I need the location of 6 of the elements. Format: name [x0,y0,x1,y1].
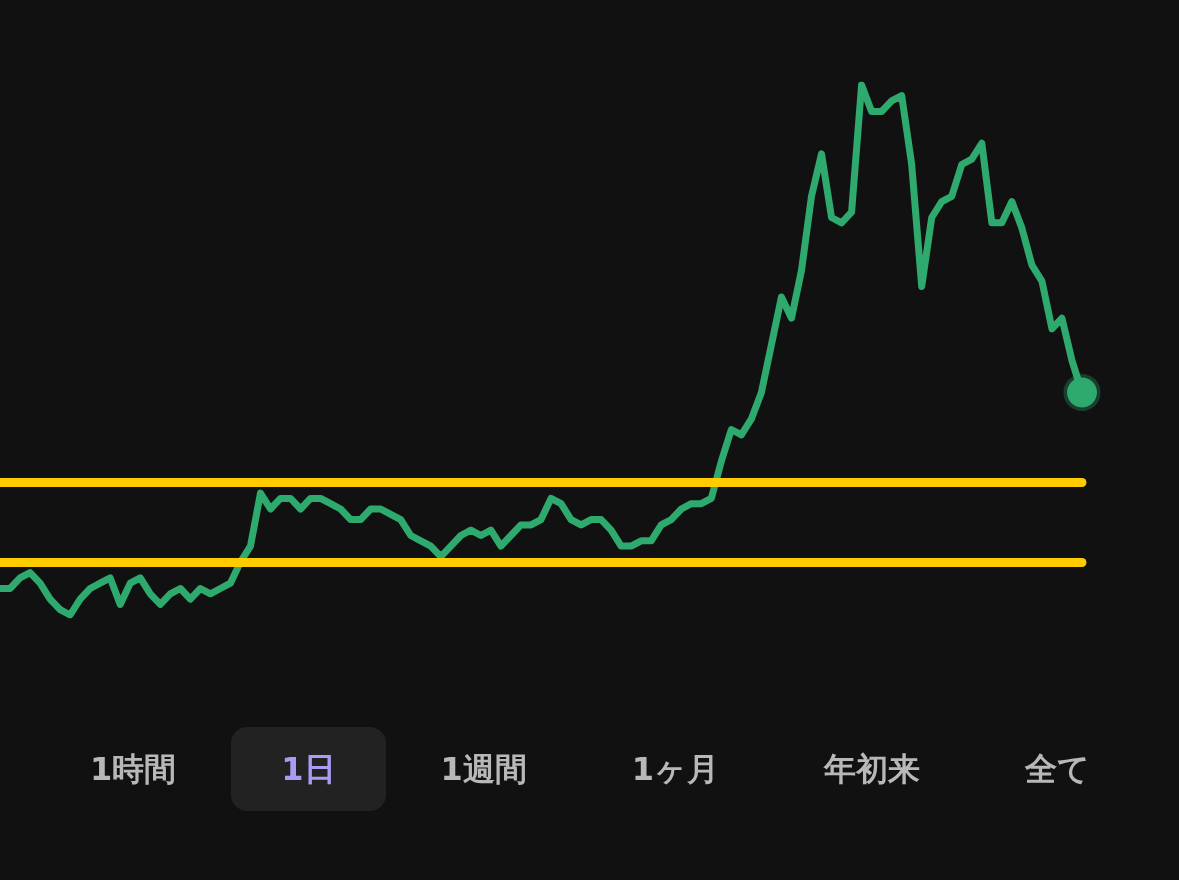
text: 1日 [231,727,386,811]
text: 年初来 [822,749,921,790]
text: 1時間 [89,749,178,790]
text: 1週間 [439,749,528,790]
text: 1ヶ月 [630,749,720,790]
text: 全て [1024,749,1091,790]
